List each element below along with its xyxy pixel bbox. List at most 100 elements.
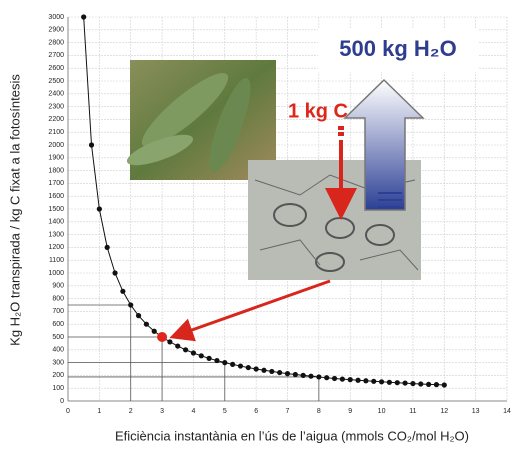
x-tick-label: 9 <box>348 408 352 415</box>
data-point <box>441 382 447 388</box>
y-tick-label: 2700 <box>48 52 64 59</box>
x-tick-label: 7 <box>286 408 290 415</box>
y-tick-label: 1400 <box>48 219 64 226</box>
y-tick-label: 2900 <box>48 27 64 34</box>
carbon-arrow <box>325 126 357 220</box>
y-tick-label: 0 <box>60 398 64 405</box>
x-tick-label: 5 <box>223 408 227 415</box>
y-tick-label: 2000 <box>48 142 64 149</box>
y-tick-label: 1700 <box>48 180 64 187</box>
series <box>81 14 447 388</box>
data-point <box>426 381 432 387</box>
x-tick-label: 2 <box>129 408 133 415</box>
data-point <box>433 382 440 388</box>
y-axis-label: Kg H₂O transpirada / kg C fixat a la fot… <box>7 74 22 346</box>
data-point <box>300 372 306 378</box>
data-point <box>253 366 259 372</box>
data-point <box>261 367 267 373</box>
data-point <box>214 357 220 364</box>
y-tick-label: 600 <box>52 321 64 328</box>
y-tick-label: 200 <box>52 372 64 379</box>
y-tick-label: 1000 <box>48 270 64 277</box>
x-tick-label: 4 <box>191 408 195 415</box>
y-tick-label: 1600 <box>48 193 64 200</box>
data-point <box>96 206 102 212</box>
y-tick-label: 1800 <box>48 167 64 174</box>
data-point <box>143 321 149 327</box>
y-tick-label: 1300 <box>48 231 64 238</box>
y-tick-label: 3000 <box>48 14 64 21</box>
data-point <box>198 353 204 359</box>
y-tick-label: 1900 <box>48 155 64 162</box>
x-tick-label: 11 <box>409 408 416 415</box>
data-point <box>245 364 251 371</box>
data-point <box>112 270 118 276</box>
data-point <box>339 376 345 382</box>
y-tick-label: 700 <box>52 308 64 315</box>
data-point <box>331 375 338 382</box>
y-tick-label: 1500 <box>48 206 64 213</box>
x-axis-label: Eficiència instantània en l’ús de l’aigu… <box>115 428 469 443</box>
y-tick-label: 2400 <box>48 91 64 98</box>
x-tick-label: 13 <box>472 408 480 415</box>
data-point <box>394 380 400 386</box>
data-point <box>277 369 283 376</box>
pointer-arrow <box>169 279 331 342</box>
data-point <box>324 375 330 381</box>
y-tick-label: 100 <box>52 385 64 392</box>
data-point <box>363 378 369 384</box>
y-tick-label: 2100 <box>48 129 64 136</box>
data-point <box>190 350 197 356</box>
y-tick-label: 1100 <box>49 257 64 264</box>
data-point <box>167 339 173 345</box>
water-annotation: 500 kg H₂O <box>339 36 456 61</box>
guides <box>68 304 320 401</box>
x-tick-label: 10 <box>378 408 386 415</box>
data-point <box>206 355 212 361</box>
data-point <box>284 371 291 377</box>
data-point <box>222 360 228 366</box>
data-point <box>371 378 377 384</box>
data-point <box>347 377 353 383</box>
data-point <box>120 288 126 294</box>
annotation-box <box>318 28 478 72</box>
x-tick-label: 3 <box>160 408 164 415</box>
data-point <box>151 328 157 334</box>
y-tick-label: 500 <box>52 334 64 341</box>
y-tick-label: 2800 <box>48 39 64 46</box>
data-point <box>292 371 298 378</box>
y-tick-label: 1200 <box>48 244 64 251</box>
data-point <box>88 142 95 148</box>
x-tick-label: 8 <box>317 408 321 415</box>
data-point <box>104 244 110 250</box>
data-point <box>128 302 134 308</box>
y-tick-label: 2300 <box>48 103 64 110</box>
data-point <box>175 343 181 349</box>
data-point <box>418 381 424 387</box>
x-tick-label: 14 <box>503 408 511 415</box>
data-point <box>308 373 314 379</box>
data-point <box>269 368 275 375</box>
data-point <box>182 347 189 353</box>
y-tick-label: 800 <box>52 295 64 302</box>
y-tick-label: 2500 <box>48 78 64 85</box>
data-point <box>81 14 87 20</box>
x-tick-label: 12 <box>440 408 448 415</box>
data-point <box>378 379 385 385</box>
x-tick-label: 6 <box>254 408 258 415</box>
water-arrow <box>343 78 425 211</box>
data-point <box>135 313 142 319</box>
x-tick-label: 0 <box>66 408 70 415</box>
data-point <box>230 361 236 367</box>
y-tick-label: 300 <box>52 359 64 366</box>
x-tick-label: 1 <box>97 408 101 415</box>
data-point <box>410 380 416 387</box>
y-tick-label: 400 <box>52 347 64 354</box>
water-arrow-bars <box>378 192 402 208</box>
data-point <box>355 377 361 383</box>
y-tick-label: 900 <box>52 283 64 290</box>
y-tick-label: 2200 <box>48 116 64 123</box>
data-point <box>402 380 408 386</box>
carbon-annotation: 1 kg C <box>288 100 348 122</box>
